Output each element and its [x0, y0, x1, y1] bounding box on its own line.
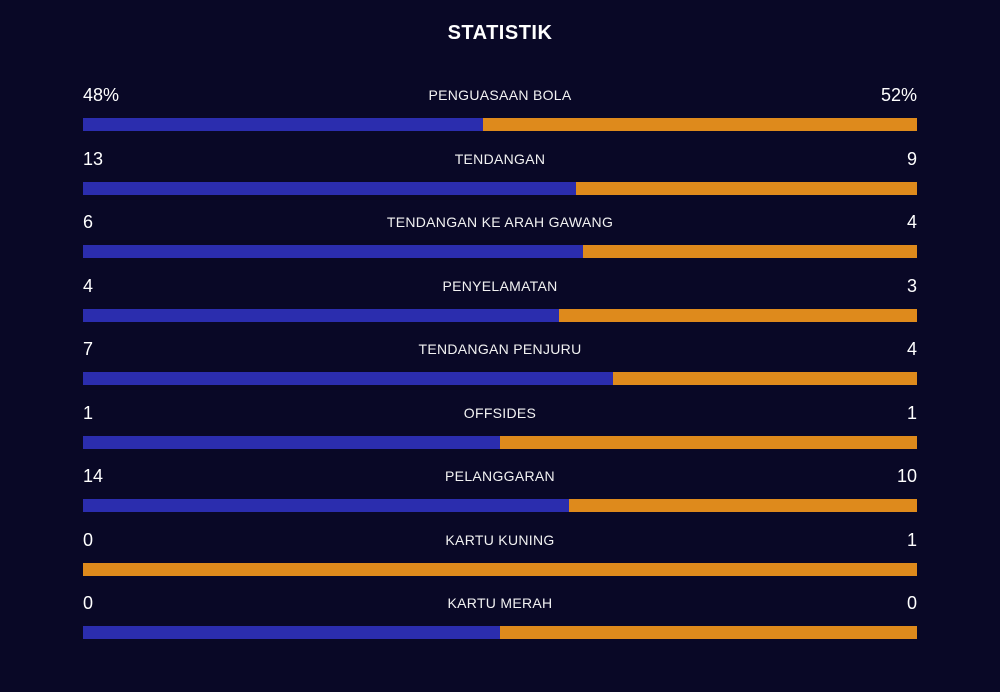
comparison-bar	[83, 308, 917, 322]
stat-row: KARTU KUNING 0 1	[83, 528, 917, 588]
home-value: 7	[83, 339, 94, 359]
comparison-bar	[83, 181, 917, 195]
panel-title: STATISTIK	[447, 22, 553, 44]
away-value: 9	[906, 148, 917, 169]
stat-label: TENDANGAN	[454, 150, 546, 167]
away-bar-segment	[559, 308, 917, 322]
away-bar-segment	[613, 372, 917, 385]
stat-row: OFFSIDES 1 1	[83, 401, 917, 461]
stat-text-row: TENDANGAN KE ARAH GAWANG 6 4	[83, 210, 917, 234]
home-value: 6	[83, 212, 94, 232]
away-value: 4	[906, 212, 917, 232]
home-bar-segment	[83, 308, 560, 322]
comparison-bar	[83, 118, 917, 131]
away-value: 1	[906, 402, 917, 423]
stat-row: TENDANGAN KE ARAH GAWANG 6 4	[83, 210, 917, 270]
comparison-bar	[83, 626, 917, 639]
home-value: 0	[83, 593, 94, 613]
away-value: 3	[906, 275, 917, 296]
stat-label: PENYELAMATAN	[442, 277, 558, 294]
away-value: 4	[906, 339, 917, 359]
comparison-bar	[83, 372, 917, 385]
stat-row: PENYELAMATAN 4 3	[83, 274, 917, 334]
stat-row: PELANGGARAN 14 10	[83, 464, 917, 524]
stat-row: TENDANGAN 13 9	[83, 147, 917, 207]
stat-text-row: PELANGGARAN 14 10	[83, 464, 917, 488]
stat-label: KARTU KUNING	[445, 531, 555, 548]
away-bar-segment	[575, 181, 917, 195]
home-value: 48%	[83, 85, 120, 105]
away-bar-segment	[583, 245, 917, 258]
stat-text-row: KARTU MERAH 0 0	[83, 591, 917, 615]
stat-text-row: TENDANGAN 13 9	[83, 147, 917, 171]
home-value: 4	[83, 275, 94, 296]
home-value: 1	[83, 402, 94, 423]
home-bar-segment	[83, 181, 576, 195]
home-value: 14	[83, 466, 104, 486]
stat-text-row: OFFSIDES 1 1	[83, 401, 917, 425]
stat-text-row: KARTU KUNING 0 1	[83, 528, 917, 552]
comparison-bar	[83, 435, 917, 449]
away-bar-segment	[483, 118, 917, 131]
stat-text-row: PENGUASAAN BOLA 48% 52%	[83, 83, 917, 107]
away-bar-segment	[500, 435, 917, 449]
home-bar-segment	[83, 118, 484, 131]
away-bar-segment	[500, 626, 917, 639]
stat-label: PENGUASAAN BOLA	[428, 87, 572, 103]
comparison-bar	[83, 562, 917, 576]
away-bar-segment	[83, 562, 917, 576]
stat-text-row: TENDANGAN PENJURU 7 4	[83, 337, 917, 361]
home-value: 0	[83, 529, 94, 550]
home-bar-segment	[83, 435, 500, 449]
stat-row: TENDANGAN PENJURU 7 4	[83, 337, 917, 397]
home-bar-segment	[83, 372, 614, 385]
home-bar-segment	[83, 245, 584, 258]
home-bar-segment	[83, 626, 500, 639]
home-bar-segment	[83, 499, 570, 512]
stat-label: KARTU MERAH	[447, 595, 553, 611]
stat-label: TENDANGAN KE ARAH GAWANG	[386, 214, 614, 230]
away-bar-segment	[569, 499, 917, 512]
away-value: 52%	[880, 85, 917, 105]
stat-label: TENDANGAN PENJURU	[418, 341, 582, 357]
stat-label: PELANGGARAN	[445, 468, 555, 484]
away-value: 0	[906, 593, 917, 613]
comparison-bar	[83, 499, 917, 512]
stat-text-row: PENYELAMATAN 4 3	[83, 274, 917, 298]
comparison-bar	[83, 245, 917, 258]
home-value: 13	[83, 148, 104, 169]
stat-row: PENGUASAAN BOLA 48% 52%	[83, 83, 917, 143]
away-value: 1	[906, 529, 917, 550]
stat-label: OFFSIDES	[463, 404, 537, 421]
stat-row: KARTU MERAH 0 0	[83, 591, 917, 651]
away-value: 10	[896, 466, 917, 486]
